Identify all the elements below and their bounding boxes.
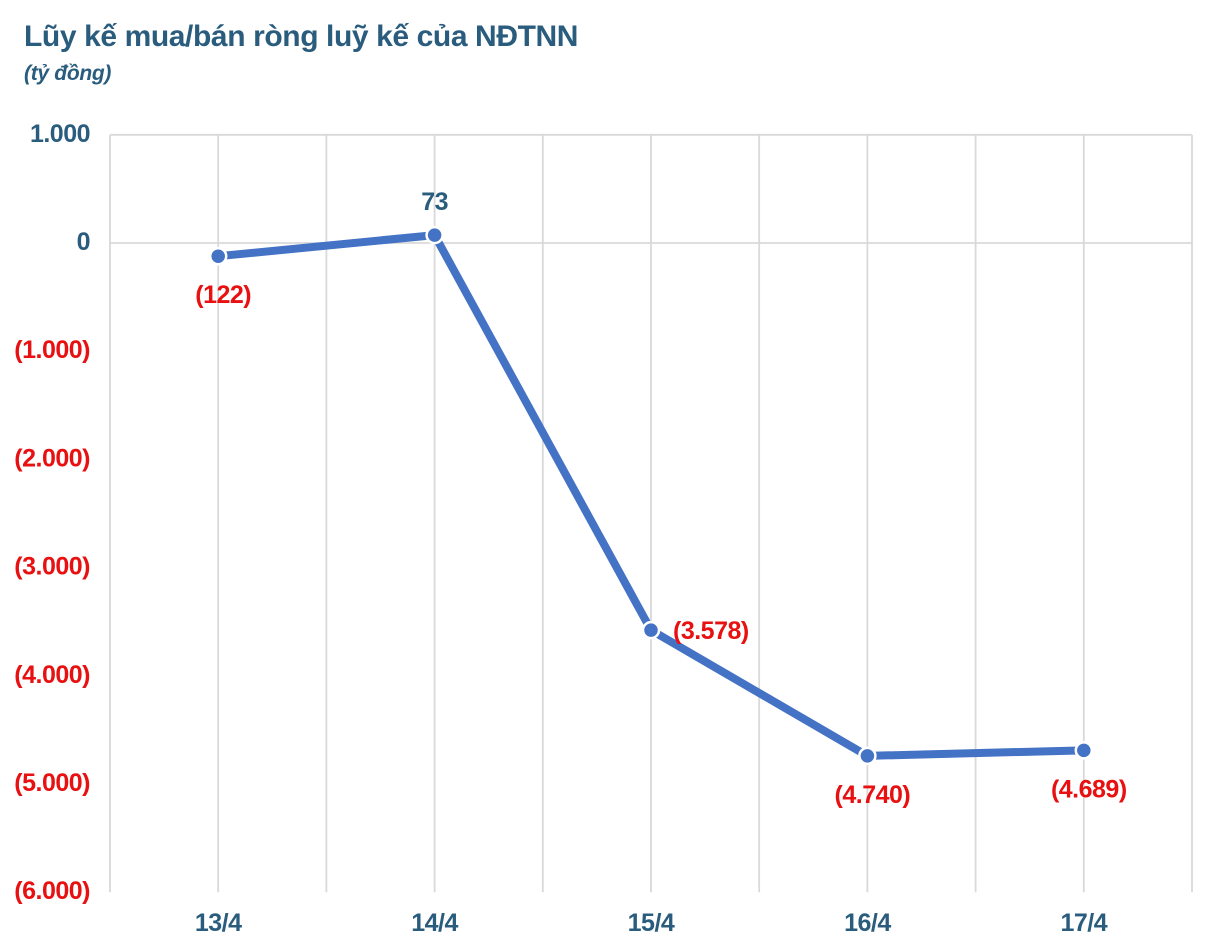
data-point-label: 73 <box>421 188 448 216</box>
y-axis-tick-label: (1.000) <box>14 336 90 364</box>
data-point-label: (122) <box>195 281 251 309</box>
y-axis-tick-label: 0 <box>77 228 90 256</box>
chart-title: Lũy kế mua/bán ròng luỹ kế của NĐTNN <box>24 20 579 53</box>
data-point-marker <box>425 225 444 245</box>
y-axis-tick-label: (6.000) <box>14 877 90 905</box>
y-axis-tick-label: (3.000) <box>14 553 90 581</box>
x-axis-label: 13/4 <box>195 909 242 937</box>
x-axis-label: 15/4 <box>628 909 675 937</box>
x-axis-label: 17/4 <box>1060 909 1107 937</box>
y-axis-tick-label: (4.000) <box>14 661 90 689</box>
y-axis-tick-label: (5.000) <box>14 769 90 797</box>
x-axis-label: 16/4 <box>844 909 891 937</box>
y-axis-tick-label: (2.000) <box>14 444 90 472</box>
data-point-marker <box>208 246 228 266</box>
data-point-marker <box>858 746 877 766</box>
data-point-label: (4.689) <box>1051 775 1127 803</box>
data-point-label: (3.578) <box>673 617 749 645</box>
data-point-marker <box>641 620 661 640</box>
data-point-marker <box>1074 741 1094 760</box>
data-point-label: (4.740) <box>835 781 911 809</box>
chart-unit-label: (tỷ đồng) <box>24 62 112 85</box>
x-axis-label: 14/4 <box>411 909 458 937</box>
y-axis-tick-label: 1.000 <box>30 120 90 148</box>
